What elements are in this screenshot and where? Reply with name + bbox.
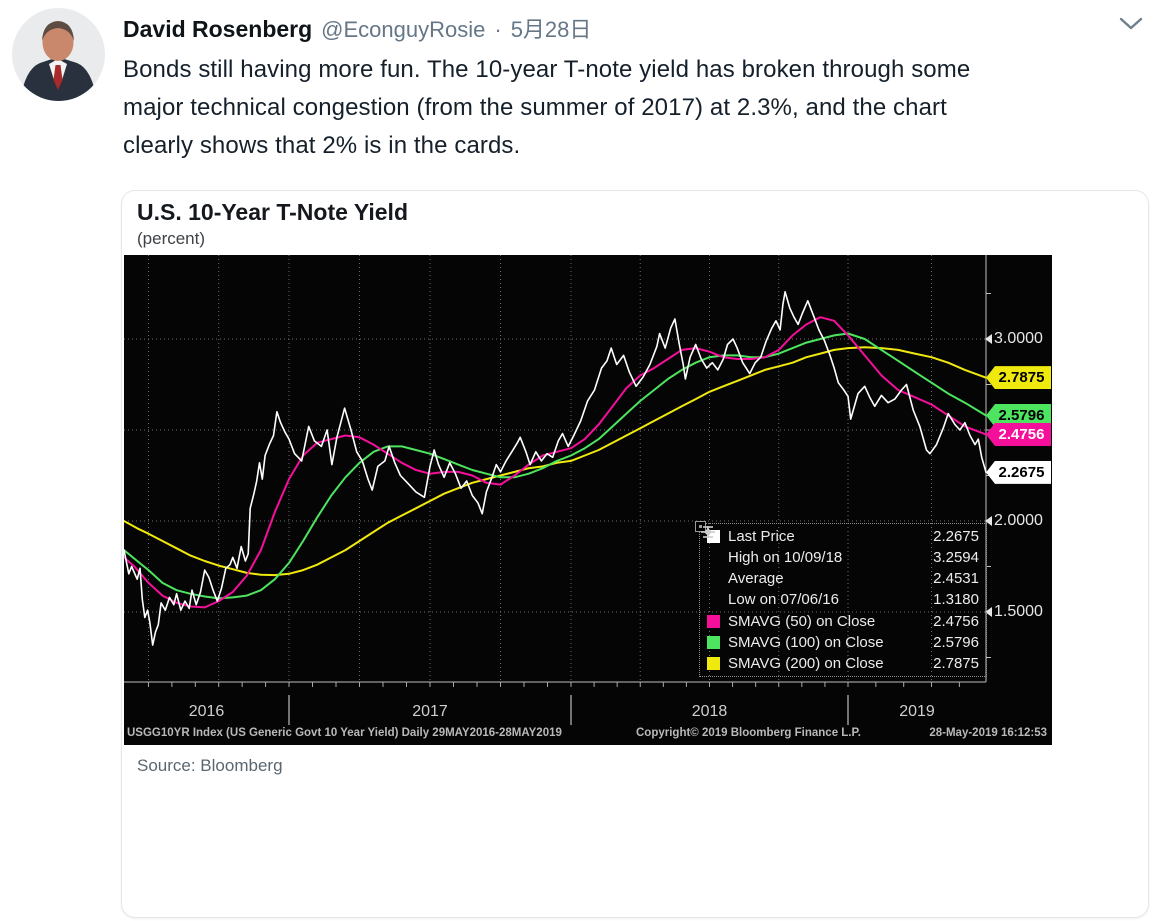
series-last-price xyxy=(124,291,987,646)
legend-value: 1.3180 xyxy=(933,591,979,609)
legend-value: 2.4531 xyxy=(933,570,979,588)
legend-label: SMAVG (200) on Close xyxy=(728,654,884,672)
legend-row: Last Price 2.2675 xyxy=(705,526,979,547)
source-note: Source: Bloomberg xyxy=(137,756,283,775)
author-name[interactable]: David Rosenberg xyxy=(123,16,313,42)
chevron-down-icon[interactable] xyxy=(1118,16,1144,32)
legend-value: 2.2675 xyxy=(933,528,979,546)
y-axis-label: 3.0000 xyxy=(985,329,1043,349)
y-axis-label: 2.0000 xyxy=(985,511,1043,531)
chart-timestamp: 28-May-2019 16:12:53 xyxy=(929,727,1047,739)
tweet-date[interactable]: 5月28日 xyxy=(510,17,592,42)
tweet-text-line: clearly shows that 2% is in the cards. xyxy=(123,132,521,159)
swatch-icon xyxy=(705,613,721,629)
meta-separator: · xyxy=(494,17,502,42)
profile-photo xyxy=(12,8,105,101)
chart-legend: Last Price 2.2675 High on 10/09/18 3.2594 Av… xyxy=(695,521,987,677)
legend-row: SMAVG (100) on Close 2.5796 xyxy=(705,632,979,653)
avatar[interactable] xyxy=(12,8,105,101)
legend-label: SMAVG (100) on Close xyxy=(728,633,884,651)
tweet-header: David Rosenberg @EconguyRosie · 5月28日 xyxy=(123,12,591,44)
legend-row: SMAVG (50) on Close 2.4756 xyxy=(705,611,979,632)
ticker-description: USGG10YR Index (US Generic Govt 10 Year … xyxy=(127,727,562,739)
swatch-icon xyxy=(705,634,721,650)
chart-attachment[interactable]: U.S. 10-Year T-Note Yield (percent) 3.00… xyxy=(121,190,1149,918)
chart-subtitle: (percent) xyxy=(137,229,206,248)
legend-label: High on 10/09/18 xyxy=(728,549,843,567)
price-tag: 2.5796 xyxy=(986,404,1051,427)
legend-row: Low on 07/06/16 1.3180 xyxy=(703,526,979,610)
y-axis-label: 1.5000 xyxy=(985,602,1043,622)
legend-row: SMAVG (200) on Close 2.7875 xyxy=(705,653,979,674)
series-smavg-200-on-close xyxy=(124,346,987,577)
price-tag: 2.2675 xyxy=(986,460,1051,484)
average-marker-icon xyxy=(701,528,721,587)
swatch-icon xyxy=(705,655,721,671)
legend-value: 2.7875 xyxy=(933,654,979,672)
price-tag: 2.7875 xyxy=(986,366,1051,390)
legend-value: 3.2594 xyxy=(933,549,979,567)
author-handle[interactable]: @EconguyRosie xyxy=(321,17,486,42)
legend-row: High on 10/09/18 3.2594 xyxy=(703,526,979,568)
chart-title: U.S. 10-Year T-Note Yield xyxy=(137,199,408,225)
copyright-note: Copyright© 2019 Bloomberg Finance L.P. xyxy=(636,727,861,739)
legend-value: 2.4756 xyxy=(933,612,979,630)
legend-label: Low on 07/06/16 xyxy=(728,591,839,609)
low-marker-icon xyxy=(703,526,721,608)
bloomberg-chart-panel: 3.0000 2.0000 1.5000 2.7875 2.5796 2.4756 2.2… xyxy=(124,255,1052,745)
legend-label: Average xyxy=(728,570,784,588)
series-smavg-100-on-close xyxy=(124,332,987,600)
legend-value: 2.5796 xyxy=(933,633,979,651)
year-label: 2016 xyxy=(188,703,225,720)
year-label: 2017 xyxy=(412,703,448,720)
legend-label: Last Price xyxy=(728,528,795,546)
year-label: 2018 xyxy=(691,703,728,720)
legend-row: Average 2.4531 xyxy=(701,528,979,589)
year-label: 2019 xyxy=(899,703,935,720)
chart-footer: USGG10YR Index (US Generic Govt 10 Year … xyxy=(124,725,1052,745)
tweet-text-line: Bonds still having more fun. The 10-year… xyxy=(123,56,971,83)
plot-area xyxy=(124,255,991,725)
tweet-text-line: major technical congestion (from the sum… xyxy=(123,94,947,121)
price-tag: 2.4756 xyxy=(986,422,1051,446)
series-smavg-50-on-close xyxy=(124,316,987,609)
tweet-text: Bonds still having more fun. The 10-year… xyxy=(123,51,1143,165)
high-marker-icon xyxy=(703,526,721,566)
legend-label: SMAVG (50) on Close xyxy=(728,612,876,630)
